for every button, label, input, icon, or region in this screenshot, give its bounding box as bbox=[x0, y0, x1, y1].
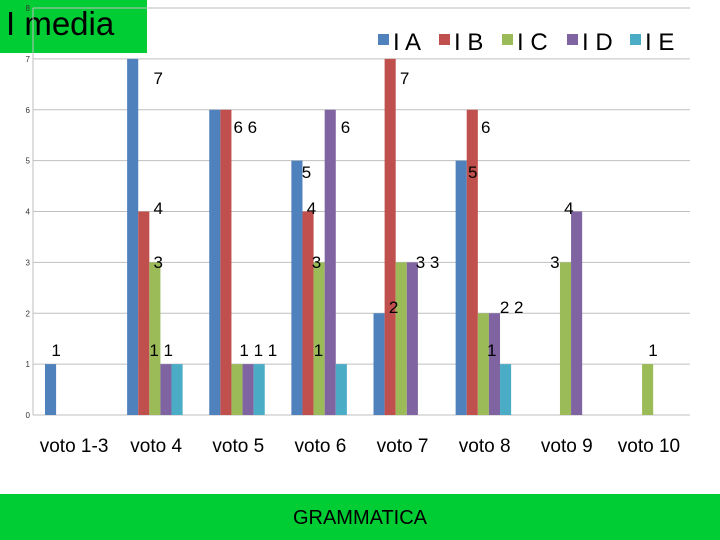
data-label: 7 bbox=[153, 69, 162, 88]
bar bbox=[171, 364, 183, 415]
data-label: 7 bbox=[400, 69, 409, 88]
y-tick-label: 5 bbox=[26, 157, 31, 166]
data-label: 3 bbox=[312, 253, 321, 272]
bars bbox=[45, 58, 654, 415]
x-tick-label: voto 4 bbox=[130, 436, 182, 457]
bar bbox=[253, 364, 265, 415]
data-label: 4 bbox=[564, 199, 573, 218]
bar bbox=[149, 262, 161, 415]
data-label: 6 6 bbox=[233, 118, 257, 137]
data-label: 5 bbox=[468, 163, 477, 182]
bar bbox=[291, 160, 303, 415]
legend-label: I A bbox=[393, 29, 421, 56]
legend-swatch bbox=[567, 34, 578, 45]
bar bbox=[455, 160, 467, 415]
data-label: 1 1 bbox=[149, 341, 173, 360]
x-tick-label: voto 7 bbox=[377, 436, 429, 457]
bar bbox=[209, 109, 221, 415]
bar bbox=[477, 313, 489, 415]
y-axis-ticks: 0 1 2 3 4 5 6 7 8 bbox=[26, 4, 31, 420]
data-label: 2 2 bbox=[500, 298, 524, 317]
legend-swatch bbox=[439, 34, 450, 45]
x-tick-label: voto 9 bbox=[541, 436, 593, 457]
data-label: 5 bbox=[302, 163, 311, 182]
bar bbox=[488, 313, 501, 415]
x-tick-label: voto 8 bbox=[459, 436, 511, 457]
bar bbox=[324, 109, 336, 415]
bar bbox=[220, 109, 232, 415]
bar bbox=[571, 211, 583, 415]
x-tick-label: voto 10 bbox=[618, 436, 680, 457]
data-label: 2 bbox=[389, 298, 398, 317]
data-labels: 1 7 4 3 1 1 6 6 1 1 1 6 5 4 3 1 7 3 3 2 6 5 2 2 1 4 3 1 bbox=[51, 69, 657, 360]
page-title: I media bbox=[6, 5, 115, 42]
legend-swatch bbox=[502, 34, 513, 45]
data-label: 6 bbox=[481, 118, 490, 137]
bar bbox=[242, 364, 254, 415]
y-tick-label: 0 bbox=[26, 411, 31, 420]
bar bbox=[406, 262, 418, 415]
data-label: 3 3 bbox=[416, 253, 440, 272]
bar bbox=[138, 211, 150, 415]
y-tick-label: 4 bbox=[26, 208, 31, 217]
footer-label: GRAMMATICA bbox=[292, 507, 428, 529]
data-label: 1 bbox=[51, 341, 60, 360]
bar-chart: 0 1 2 3 4 5 6 7 8 1 7 4 3 1 1 6 6 1 1 1 6 5 4 3 1 7 3 3 2 6 5 2 2… bbox=[26, 4, 690, 457]
bar bbox=[500, 364, 512, 415]
bar bbox=[373, 313, 385, 415]
legend-swatch bbox=[378, 34, 389, 45]
legend-label: I E bbox=[645, 29, 674, 56]
bar bbox=[384, 58, 396, 415]
legend-label: I D bbox=[582, 29, 613, 56]
x-tick-label: voto 1-3 bbox=[40, 436, 109, 457]
footer-box bbox=[0, 494, 720, 540]
x-tick-label: voto 6 bbox=[295, 436, 347, 457]
legend-label: I C bbox=[517, 29, 548, 56]
legend-swatch bbox=[630, 34, 641, 45]
data-label: 6 bbox=[341, 118, 350, 137]
data-label: 1 bbox=[487, 341, 496, 360]
bar bbox=[466, 109, 478, 415]
x-tick-label: voto 5 bbox=[212, 436, 264, 457]
bar bbox=[642, 364, 654, 415]
data-label: 4 bbox=[153, 199, 162, 218]
x-axis-ticks: voto 1-3 voto 4 voto 5 voto 6 voto 7 voto 8 vo… bbox=[40, 436, 680, 457]
data-label: 3 bbox=[550, 253, 559, 272]
data-label: 1 bbox=[648, 341, 657, 360]
data-label: 3 bbox=[153, 253, 162, 272]
bar bbox=[127, 58, 139, 415]
y-tick-label: 1 bbox=[26, 360, 31, 369]
bar bbox=[45, 364, 57, 415]
bar bbox=[160, 364, 172, 415]
legend-label: I B bbox=[454, 29, 483, 56]
y-tick-label: 7 bbox=[26, 55, 31, 64]
bar bbox=[395, 262, 407, 415]
bar bbox=[302, 211, 314, 415]
data-label: 4 bbox=[307, 199, 316, 218]
y-tick-label: 3 bbox=[26, 258, 31, 267]
y-tick-label: 6 bbox=[26, 106, 31, 115]
y-tick-label: 8 bbox=[26, 4, 31, 13]
title-box bbox=[0, 0, 147, 53]
bar bbox=[559, 262, 572, 415]
bar bbox=[231, 364, 243, 415]
data-label: 1 bbox=[314, 341, 323, 360]
data-label: 1 1 1 bbox=[239, 341, 277, 360]
bar bbox=[313, 262, 325, 415]
y-tick-label: 2 bbox=[26, 309, 31, 318]
bar bbox=[335, 364, 347, 415]
